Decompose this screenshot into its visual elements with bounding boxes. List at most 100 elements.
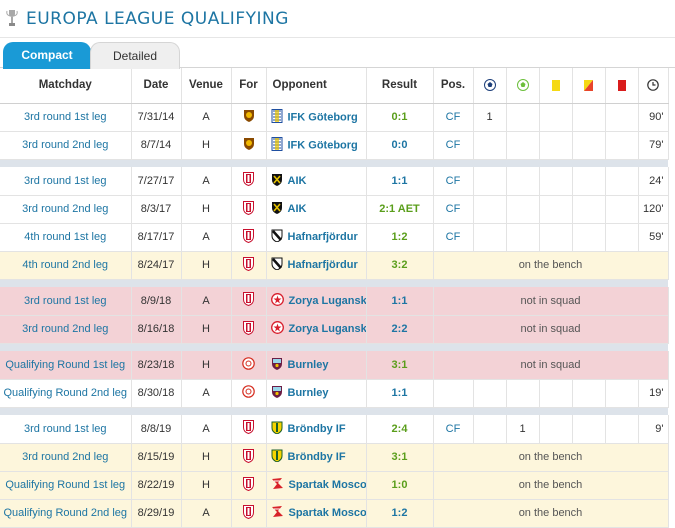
opponent-link[interactable]: Bröndby IF (287, 450, 346, 463)
opponent-link[interactable]: Hafnarfjördur (287, 258, 358, 271)
opponent-link[interactable]: IFK Göteborg (287, 138, 358, 151)
spartak-moscow-crest-icon[interactable] (271, 477, 284, 493)
match-result-link[interactable]: 2:4 (366, 415, 434, 444)
hafnarfjordur-crest-icon[interactable] (271, 257, 283, 273)
position[interactable]: CF (433, 131, 474, 160)
match-result-link[interactable]: 3:1 (366, 351, 434, 380)
opponent-link[interactable]: Spartak Moscow (288, 478, 366, 491)
matchday-link[interactable]: 3rd round 2nd leg (0, 315, 132, 344)
matchday-link[interactable]: Qualifying Round 2nd leg (0, 499, 132, 528)
sc-braga-crest-icon[interactable] (243, 504, 254, 522)
ifk-goteborg-crest-icon[interactable] (271, 136, 283, 154)
match-result-link[interactable]: 3:1 (366, 443, 434, 472)
club-crest-yellow-icon[interactable] (243, 109, 255, 125)
ifk-goteborg-crest-icon[interactable] (271, 108, 283, 126)
match-result-link[interactable]: 0:0 (366, 131, 434, 160)
col-goals[interactable] (473, 68, 507, 104)
position[interactable]: CF (433, 223, 474, 252)
brondby-crest-icon[interactable] (271, 421, 283, 437)
matchday-link[interactable]: 3rd round 1st leg (0, 287, 132, 316)
opponent-link[interactable]: Zorya Lugansk (288, 322, 366, 335)
matchday-link[interactable]: 3rd round 1st leg (0, 167, 132, 196)
match-result-link[interactable]: 1:1 (366, 167, 434, 196)
sc-braga-crest-icon[interactable] (243, 172, 254, 189)
match-result-link[interactable]: 3:2 (366, 251, 434, 280)
hafnarfjordur-crest-icon[interactable] (271, 229, 283, 245)
match-result-link[interactable]: 1:1 (366, 287, 434, 316)
burnley-crest-icon[interactable] (271, 385, 283, 401)
position[interactable]: CF (433, 103, 474, 132)
for-club-cell (231, 287, 267, 316)
sc-braga-crest-icon[interactable] (243, 476, 254, 494)
position[interactable]: CF (433, 195, 474, 224)
sc-braga-crest-icon[interactable] (243, 448, 254, 466)
col-result[interactable]: Result (366, 68, 434, 104)
status-note: not in squad (433, 315, 669, 344)
minutes-played: 59' (638, 223, 669, 252)
opponent-link[interactable]: IFK Göteborg (287, 110, 358, 123)
col-for[interactable]: For (231, 68, 267, 104)
zorya-lugansk-crest-icon[interactable] (270, 292, 284, 309)
matchday-link[interactable]: 4th round 2nd leg (0, 251, 132, 280)
match-result-link[interactable]: 1:0 (366, 471, 434, 500)
col-position[interactable]: Pos. (433, 68, 474, 104)
spartak-moscow-crest-icon[interactable] (271, 505, 284, 521)
col-date[interactable]: Date (131, 68, 182, 104)
red-cards-value (605, 103, 639, 132)
position[interactable] (433, 379, 474, 408)
matchday-link[interactable]: 3rd round 2nd leg (0, 195, 132, 224)
sc-braga-crest-icon[interactable] (243, 320, 254, 338)
opponent-link[interactable]: AIK (287, 174, 307, 187)
match-result-link[interactable]: 2:1 AET (366, 195, 434, 224)
sc-braga-crest-icon[interactable] (243, 200, 254, 218)
matchday-link[interactable]: Qualifying Round 1st leg (0, 471, 132, 500)
tab-detailed[interactable]: Detailed (90, 42, 180, 69)
col-minutes[interactable] (638, 68, 669, 104)
matchday-link[interactable]: 3rd round 2nd leg (0, 443, 132, 472)
sc-braga-crest-icon[interactable] (243, 420, 254, 437)
match-venue: H (181, 131, 232, 160)
sc-braga-crest-icon[interactable] (243, 256, 254, 274)
opponent-link[interactable]: Bröndby IF (287, 422, 346, 435)
match-result-link[interactable]: 2:2 (366, 315, 434, 344)
zorya-lugansk-crest-icon[interactable] (270, 321, 284, 337)
position[interactable]: CF (433, 415, 474, 444)
col-yellow-cards[interactable] (539, 68, 573, 104)
col-opponent[interactable]: Opponent (266, 68, 367, 104)
matchday-link[interactable]: Qualifying Round 2nd leg (0, 379, 132, 408)
assists-value (506, 223, 540, 252)
opponent-link[interactable]: Zorya Lugansk (288, 294, 366, 307)
aik-crest-icon[interactable] (271, 201, 283, 217)
col-red-cards[interactable] (605, 68, 639, 104)
matchday-link[interactable]: 4th round 1st leg (0, 223, 132, 252)
opponent-link[interactable]: AIK (287, 202, 307, 215)
match-result-link[interactable]: 1:2 (366, 223, 434, 252)
tab-compact[interactable]: Compact (3, 42, 91, 69)
club-crest-yellow-icon[interactable] (243, 137, 255, 153)
aberdeen-crest-icon[interactable] (242, 385, 255, 401)
aberdeen-crest-icon[interactable] (242, 356, 255, 373)
match-result-link[interactable]: 0:1 (366, 103, 434, 132)
opponent-link[interactable]: Burnley (287, 386, 329, 399)
col-second-yellow[interactable] (572, 68, 606, 104)
match-venue: H (181, 315, 232, 344)
sc-braga-crest-icon[interactable] (243, 228, 254, 246)
opponent-link[interactable]: Hafnarfjördur (287, 230, 358, 243)
col-matchday[interactable]: Matchday (0, 68, 132, 104)
opponent-link[interactable]: Burnley (287, 358, 329, 371)
matchday-link[interactable]: 3rd round 2nd leg (0, 131, 132, 160)
sc-braga-crest-icon[interactable] (243, 292, 254, 309)
match-result-link[interactable]: 1:1 (366, 379, 434, 408)
match-result-link[interactable]: 1:2 (366, 499, 434, 528)
position[interactable]: CF (433, 167, 474, 196)
matchday-link[interactable]: Qualifying Round 1st leg (0, 351, 132, 380)
burnley-crest-icon[interactable] (271, 357, 283, 373)
brondby-crest-icon[interactable] (271, 449, 283, 465)
aik-crest-icon[interactable] (271, 173, 283, 189)
assists-value (506, 379, 540, 408)
col-venue[interactable]: Venue (181, 68, 232, 104)
col-assists[interactable] (506, 68, 540, 104)
matchday-link[interactable]: 3rd round 1st leg (0, 103, 132, 132)
opponent-link[interactable]: Spartak Moscow (288, 506, 366, 519)
matchday-link[interactable]: 3rd round 1st leg (0, 415, 132, 444)
